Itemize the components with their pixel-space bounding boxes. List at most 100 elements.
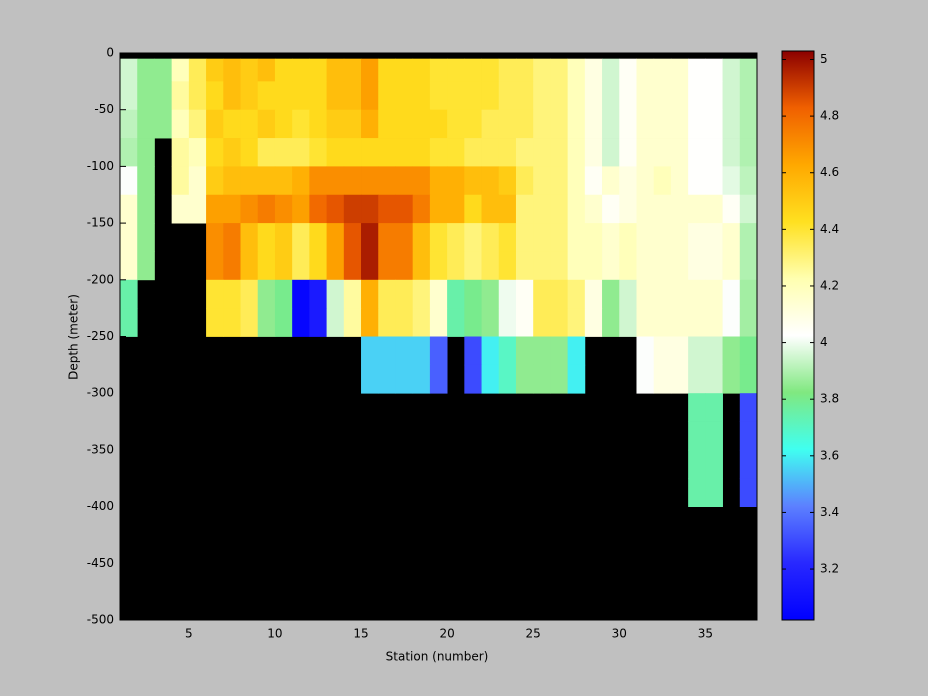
heat-cell [223, 308, 241, 337]
heat-cell [533, 138, 551, 167]
heat-cell [705, 58, 723, 82]
heat-cell [274, 58, 293, 82]
heat-cell [739, 58, 758, 82]
heat-cell [550, 58, 569, 82]
heat-cell [240, 223, 259, 252]
heat-cell [395, 58, 414, 82]
heat-cell [309, 138, 327, 167]
heat-cell [584, 279, 603, 309]
heat-cell [653, 308, 672, 337]
heat-cell [481, 109, 500, 139]
heat-cell [326, 138, 345, 167]
heat-cell [240, 166, 259, 196]
heat-cell [361, 109, 379, 139]
heat-cell [343, 109, 362, 139]
heat-cell [223, 58, 241, 82]
heat-cell [137, 138, 155, 167]
heat-cell [705, 81, 723, 111]
heat-cell [602, 58, 620, 82]
heat-cell [223, 166, 241, 196]
heat-cell [464, 109, 482, 139]
heat-cell [343, 308, 362, 337]
heat-cell [515, 166, 534, 196]
heat-cell [429, 166, 448, 196]
heat-cell [464, 138, 482, 167]
heat-cell [533, 81, 551, 111]
heat-cell [188, 166, 207, 196]
heat-cell [722, 223, 741, 252]
heat-cell [188, 109, 207, 139]
heat-cell [567, 279, 586, 309]
heat-cell [395, 223, 414, 252]
colorbar-tick-label: 4 [820, 335, 828, 349]
heat-cell [206, 308, 224, 337]
heat-cell [240, 194, 259, 224]
heat-cell [739, 194, 758, 224]
heat-cell [739, 109, 758, 139]
heat-cell [722, 194, 741, 224]
x-tick-label: 20 [439, 627, 454, 641]
heat-cell [739, 138, 758, 167]
heat-cell [412, 336, 431, 366]
y-tick-label: -450 [87, 556, 114, 570]
heat-cell [550, 308, 569, 337]
heat-cell [378, 364, 396, 394]
heat-cell [688, 166, 706, 196]
heat-cell [188, 58, 207, 82]
heat-cell [120, 308, 138, 337]
heat-cell [378, 223, 396, 252]
heat-cell [515, 279, 534, 309]
y-tick-label: -350 [87, 442, 114, 456]
heat-cell [274, 223, 293, 252]
heat-cell [515, 308, 534, 337]
heat-cell [705, 194, 723, 224]
heat-cell [498, 58, 517, 82]
heat-cell [257, 251, 276, 281]
heat-cell [705, 109, 723, 139]
heat-cell [636, 279, 655, 309]
heat-cell [688, 364, 706, 394]
heat-cell [602, 251, 620, 281]
heat-cell [722, 251, 741, 281]
heat-cell [464, 223, 482, 252]
heat-cell [378, 166, 396, 196]
heat-cell [361, 308, 379, 337]
heat-cell [343, 194, 362, 224]
heat-cell [240, 138, 259, 167]
heat-cell [688, 138, 706, 167]
heat-cell [584, 194, 603, 224]
heat-cell [206, 166, 224, 196]
heat-cell [481, 364, 500, 394]
heat-cell [120, 81, 138, 111]
heat-cell [688, 81, 706, 111]
heat-cell [206, 279, 224, 309]
heat-cell [722, 81, 741, 111]
heat-cell [378, 336, 396, 366]
heat-cell [653, 166, 672, 196]
heat-cell [567, 308, 586, 337]
heat-cell [619, 109, 637, 139]
heat-cell [326, 308, 345, 337]
y-tick-label: -250 [87, 329, 114, 343]
heat-cell [739, 251, 758, 281]
heat-cell [619, 251, 637, 281]
heat-cell [240, 251, 259, 281]
heat-cell [361, 194, 379, 224]
heat-cell [292, 194, 310, 224]
heat-cell [739, 308, 758, 337]
heat-cell [447, 166, 465, 196]
heat-cell [395, 279, 414, 309]
heat-cell [292, 223, 310, 252]
heat-cell [137, 251, 155, 281]
y-axis-label: Depth (meter) [67, 294, 81, 380]
heat-cell [515, 109, 534, 139]
heat-cell [533, 109, 551, 139]
heat-cell [722, 166, 741, 196]
heat-cell [188, 194, 207, 224]
heat-cell [584, 251, 603, 281]
heat-cell [567, 81, 586, 111]
heat-cell [429, 279, 448, 309]
heat-cell [739, 336, 758, 366]
heat-cell [326, 58, 345, 82]
heat-cell [274, 251, 293, 281]
